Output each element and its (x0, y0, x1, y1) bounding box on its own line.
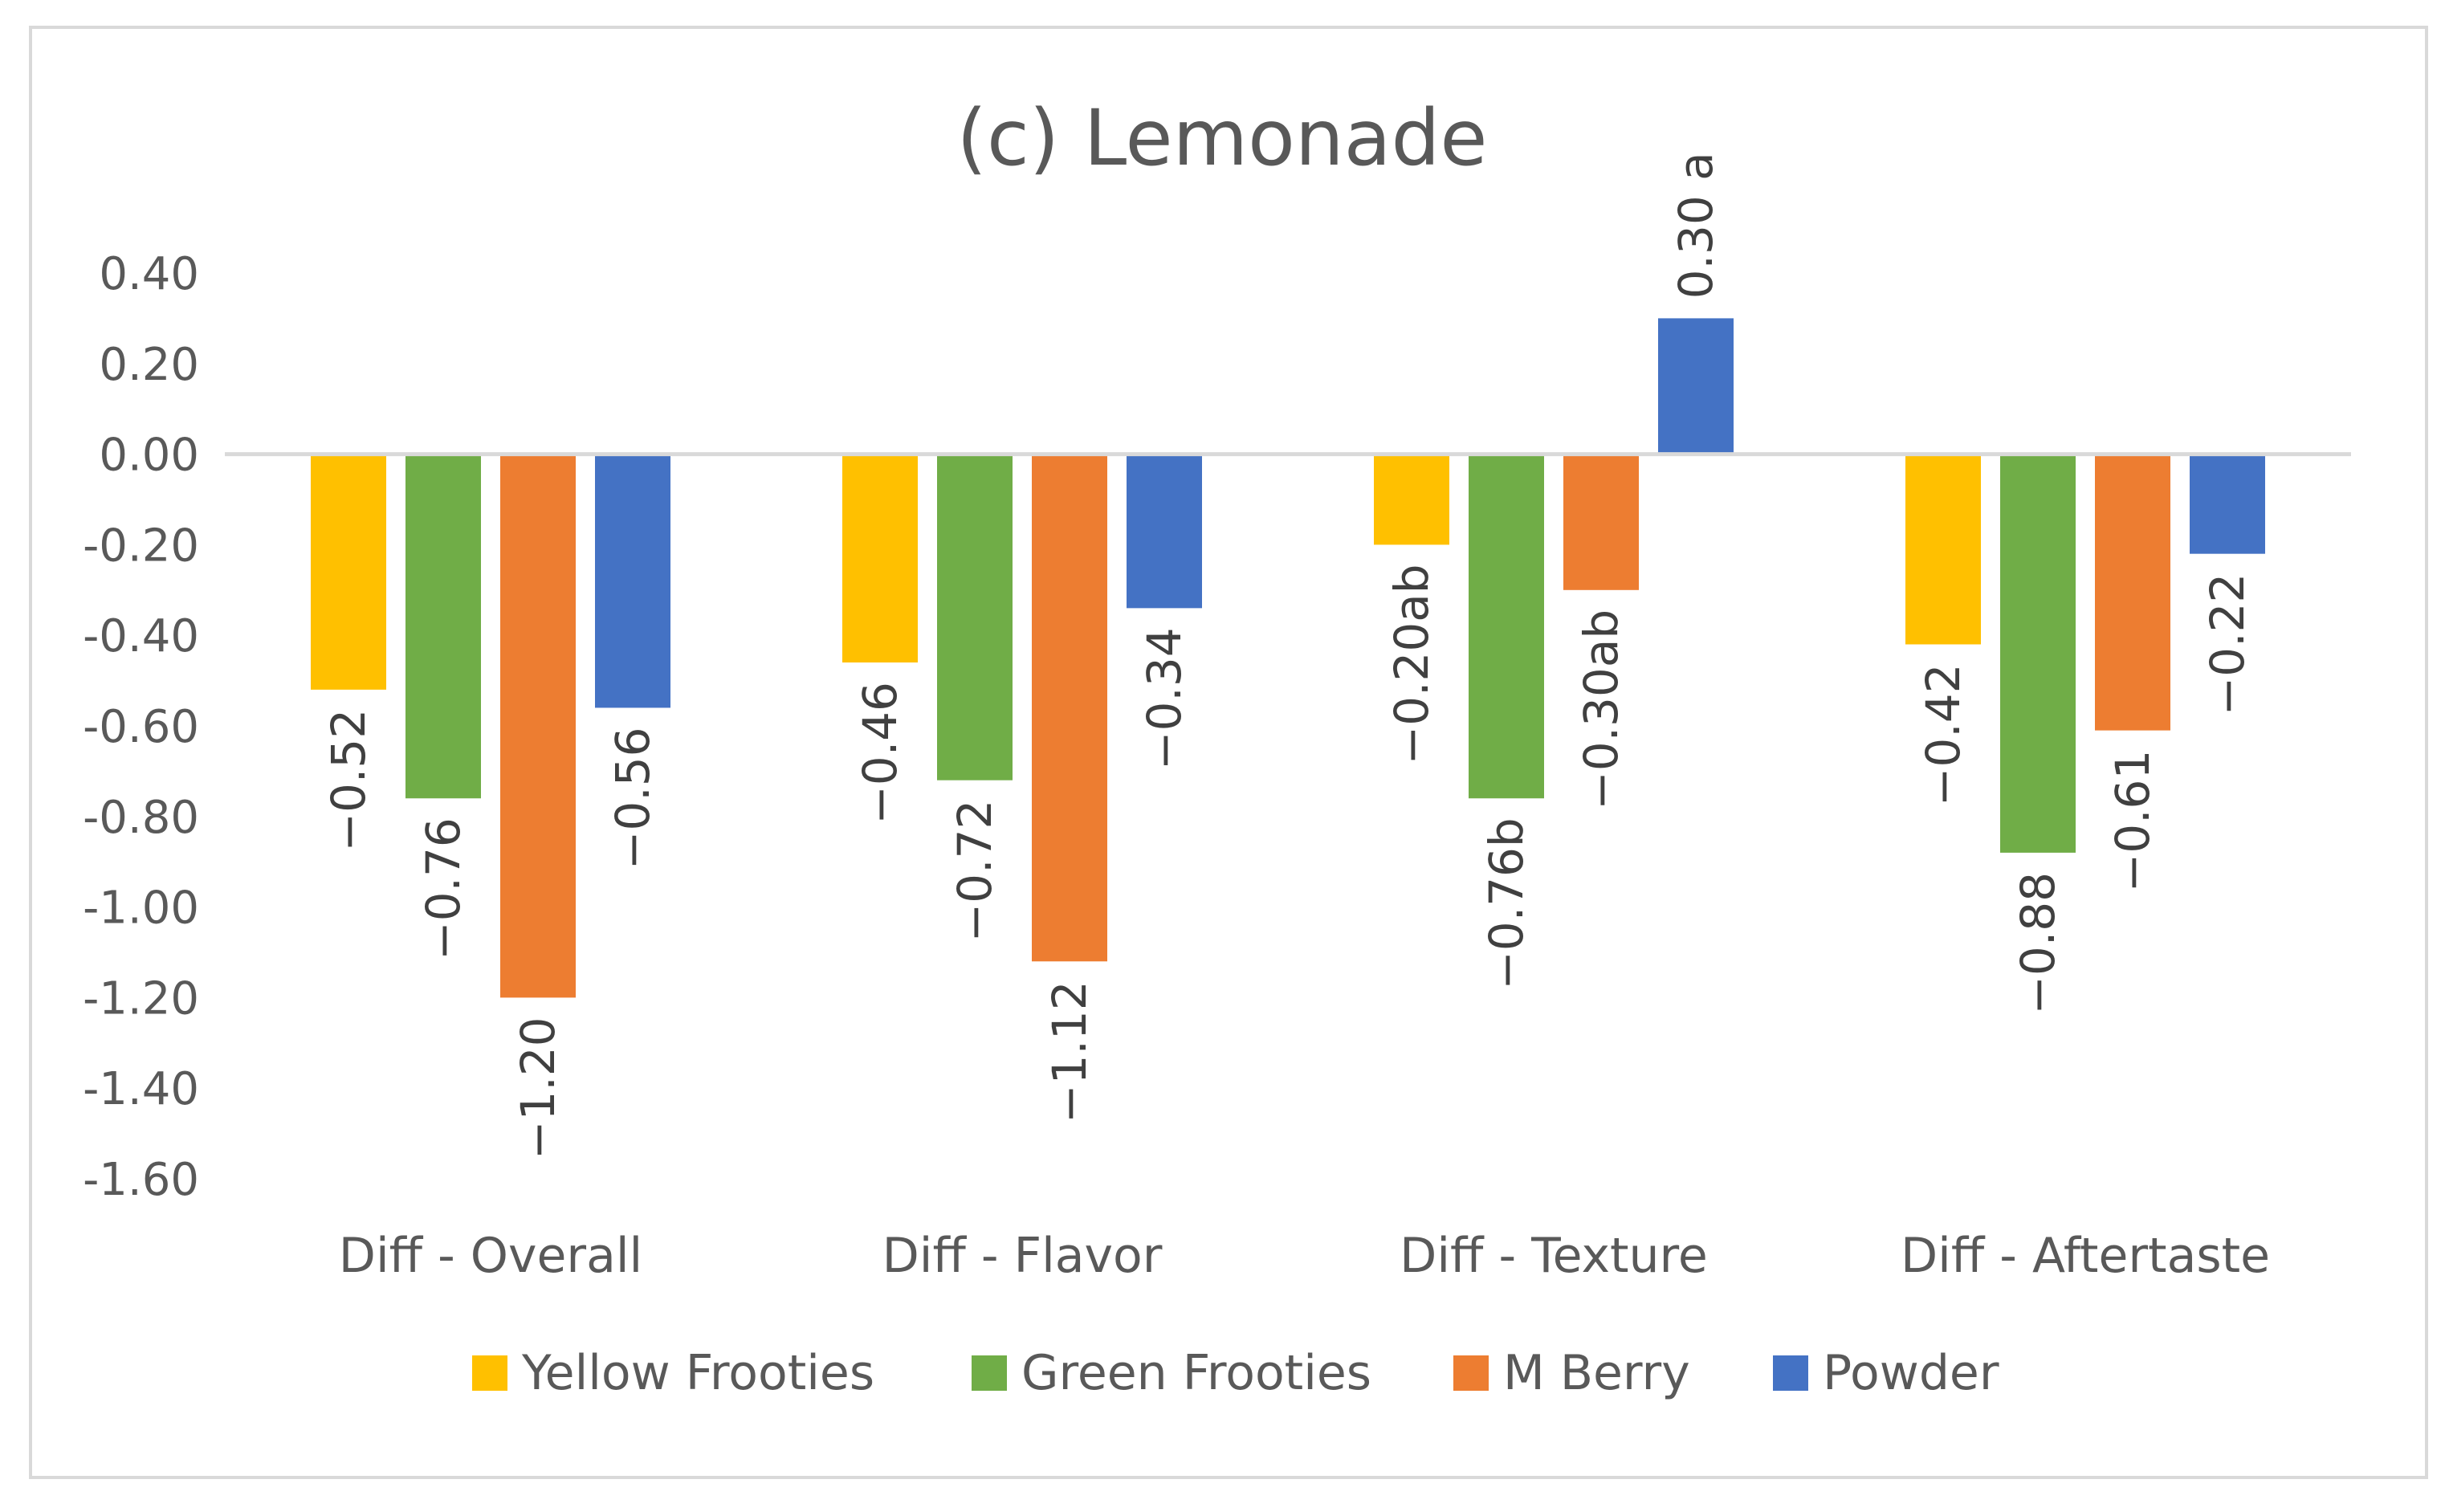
y-tick-label-1-40: -1.40 (83, 1063, 199, 1115)
data-label-green-frooties-diff-overall: −0.76 (416, 817, 471, 960)
data-label-powder-diff-flavor: −0.34 (1137, 627, 1192, 770)
bar-powder-diff-flavor (1127, 454, 1202, 609)
bar-yellow-frooties-diff-flavor (842, 454, 918, 663)
legend-label-m-berry: M Berry (1503, 1345, 1690, 1401)
bar-yellow-frooties-diff-texture (1374, 454, 1449, 545)
data-label-m-berry-diff-aftertaste: −0.61 (2105, 750, 2160, 893)
data-label-yellow-frooties-diff-aftertaste: −0.42 (1916, 663, 1970, 806)
y-tick-label-0-20: 0.20 (99, 339, 199, 391)
bar-m-berry-diff-aftertaste (2095, 454, 2170, 731)
bar-yellow-frooties-diff-overall (311, 454, 386, 690)
y-tick-label-1-00: -1.00 (83, 882, 199, 935)
category-label-diff-texture: Diff - Texture (1400, 1228, 1708, 1284)
legend-swatch-m-berry (1453, 1355, 1489, 1391)
bars (311, 318, 2265, 998)
y-tick-label-0-80: -0.80 (83, 792, 199, 844)
y-tick-label-0-20: -0.20 (83, 520, 199, 572)
legend-label-green-frooties: Green Frooties (1021, 1345, 1371, 1401)
bar-green-frooties-diff-aftertaste (2000, 454, 2076, 853)
data-label-powder-diff-overall: −0.56 (605, 727, 660, 870)
data-label-powder-diff-aftertaste: −0.22 (2200, 573, 2255, 716)
bar-yellow-frooties-diff-aftertaste (1905, 454, 1981, 645)
bar-m-berry-diff-texture (1563, 454, 1639, 590)
bar-data-labels: −0.52 −0.76 −1.20 −0.56 −0.46 −0.72 −1.12 −0.34… (321, 152, 2255, 1159)
data-label-green-frooties-diff-aftertaste: −0.88 (2011, 872, 2065, 1015)
legend-swatch-yellow-frooties (472, 1355, 507, 1391)
x-axis-category-labels: Diff - Overall Diff - Flavor Diff - Textur… (339, 1228, 2270, 1284)
bar-green-frooties-diff-overall (405, 454, 481, 799)
bar-powder-diff-overall (595, 454, 670, 708)
data-label-green-frooties-diff-flavor: −0.72 (947, 800, 1002, 943)
data-label-yellow-frooties-diff-overall: −0.52 (321, 709, 376, 852)
legend-label-yellow-frooties: Yellow Frooties (521, 1345, 874, 1401)
data-label-m-berry-diff-texture: −0.30ab (1574, 609, 1628, 810)
legend-swatch-powder (1773, 1355, 1808, 1391)
bar-green-frooties-diff-flavor (937, 454, 1013, 780)
bar-green-frooties-diff-texture (1469, 454, 1544, 799)
bar-powder-diff-aftertaste (2190, 454, 2265, 554)
bar-powder-diff-texture (1658, 318, 1734, 454)
data-label-yellow-frooties-diff-flavor: −0.46 (853, 682, 907, 825)
y-tick-label-1-20: -1.20 (83, 972, 199, 1025)
data-label-yellow-frooties-diff-texture: −0.20ab (1384, 564, 1439, 764)
category-label-diff-overall: Diff - Overall (339, 1228, 642, 1284)
data-label-powder-diff-texture: 0.30 a (1669, 152, 1723, 299)
data-label-m-berry-diff-flavor: −1.12 (1042, 980, 1097, 1123)
y-tick-label-1-60: -1.60 (83, 1154, 199, 1206)
category-label-diff-aftertaste: Diff - Aftertaste (1901, 1228, 2270, 1284)
bar-m-berry-diff-flavor (1032, 454, 1107, 962)
y-tick-label-0-40: 0.40 (99, 248, 199, 300)
y-axis-ticks: 0.40 0.20 0.00 -0.20 -0.40 -0.60 -0.80 -1.00 -1.… (83, 248, 199, 1206)
data-label-m-berry-diff-overall: −1.20 (511, 1017, 565, 1159)
legend-label-powder: Powder (1823, 1345, 1999, 1401)
y-tick-label-0-40: -0.40 (83, 610, 199, 662)
legend-swatch-green-frooties (972, 1355, 1007, 1391)
legend: Yellow Frooties Green Frooties M Berry Powd… (472, 1345, 1999, 1401)
category-label-diff-flavor: Diff - Flavor (882, 1228, 1163, 1284)
chart-title: (c) Lemonade (957, 93, 1488, 183)
y-tick-label-0-60: -0.60 (83, 701, 199, 753)
data-label-green-frooties-diff-texture: −0.76b (1479, 817, 1534, 990)
bar-m-berry-diff-overall (500, 454, 576, 998)
y-tick-label-0-00: 0.00 (99, 430, 199, 482)
